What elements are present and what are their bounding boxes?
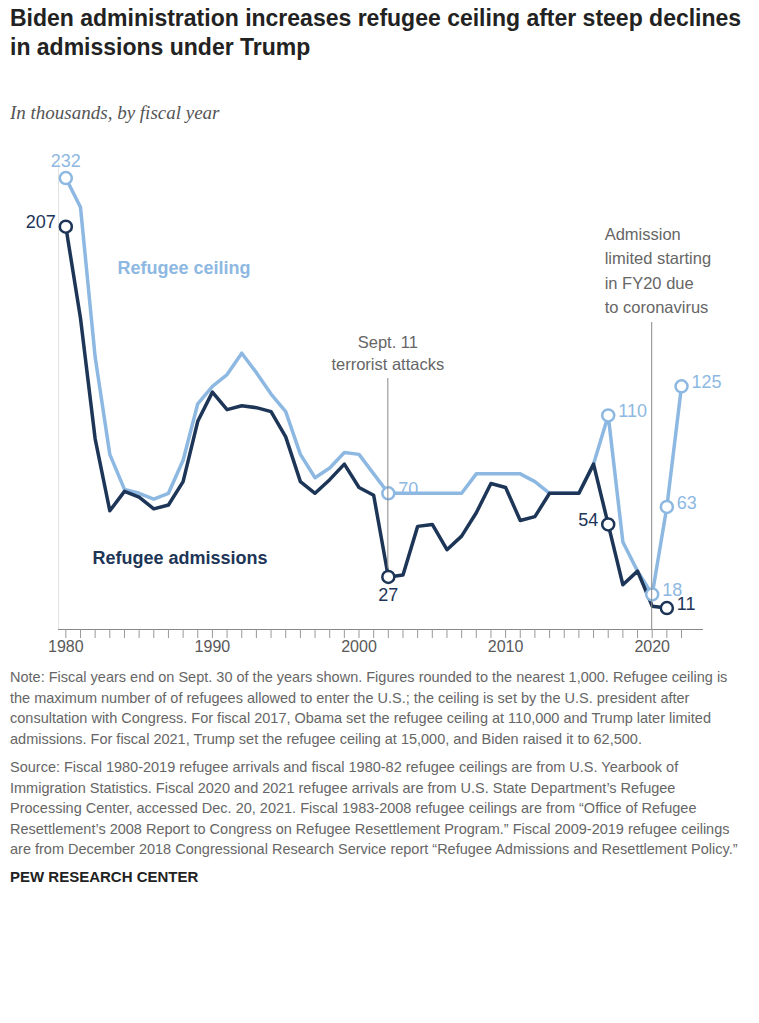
svg-text:27: 27 <box>378 585 398 605</box>
svg-text:1980: 1980 <box>48 638 84 655</box>
svg-text:terrorist attacks: terrorist attacks <box>331 355 444 373</box>
html-text:Note: Fiscal years end on Sept: Note: Fiscal years end on Sept. 30 of th… <box>10 669 728 747</box>
svg-text:70: 70 <box>398 479 418 499</box>
html-text:PEW RESEARCH CENTER: PEW RESEARCH CENTER <box>10 867 199 885</box>
svg-text:232: 232 <box>51 151 81 171</box>
html-text:In thousands, by fiscal year: In thousands, by fiscal year <box>10 102 220 123</box>
svg-text:in FY20 due: in FY20 due <box>605 274 694 292</box>
svg-text:Refugee admissions: Refugee admissions <box>93 548 268 568</box>
svg-text:54: 54 <box>578 510 598 530</box>
svg-text:limited starting: limited starting <box>605 249 711 267</box>
svg-text:18: 18 <box>662 580 683 601</box>
svg-text:2010: 2010 <box>488 638 524 655</box>
svg-text:Admission: Admission <box>605 225 681 243</box>
svg-text:125: 125 <box>692 372 722 392</box>
svg-text:63: 63 <box>677 493 697 513</box>
svg-text:Refugee ceiling: Refugee ceiling <box>118 258 251 278</box>
svg-text:11: 11 <box>677 594 696 614</box>
svg-text:1990: 1990 <box>195 638 231 655</box>
html-text:Biden administration increases: Biden administration increases refugee c… <box>10 5 742 60</box>
svg-text:110: 110 <box>618 401 647 421</box>
svg-text:2020: 2020 <box>634 638 670 655</box>
svg-text:207: 207 <box>26 212 56 232</box>
svg-text:Sept. 11: Sept. 11 <box>358 333 418 351</box>
svg-text:2000: 2000 <box>341 638 377 655</box>
html-text:Source: Fiscal 1980-2019 refug: Source: Fiscal 1980-2019 refugee arrival… <box>10 759 738 857</box>
svg-text:to coronavirus: to coronavirus <box>605 298 709 316</box>
